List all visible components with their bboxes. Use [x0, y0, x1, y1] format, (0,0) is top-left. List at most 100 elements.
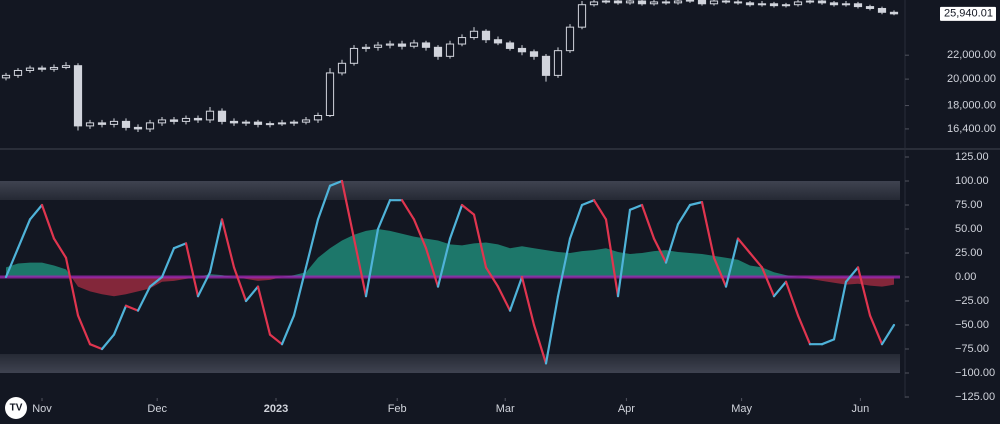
candle-body [25, 67, 35, 71]
oscillator-segment [868, 314, 884, 346]
oscillator-segment [592, 199, 608, 221]
oversold-band [0, 354, 900, 373]
candle-body [817, 0, 827, 4]
candle-body [349, 47, 359, 64]
oscillator-segment [4, 247, 20, 279]
oscillator-segment [256, 285, 272, 336]
oscillator-segment [664, 223, 680, 264]
candle-body [181, 117, 191, 122]
oscillator-segment [172, 242, 188, 250]
x-tick-label: May [731, 403, 752, 415]
candle-body [205, 110, 215, 121]
oscillator-segment [604, 218, 620, 298]
oscillator-segment [88, 343, 104, 351]
oscillator-segment [148, 275, 164, 288]
candle-body [409, 42, 419, 47]
candle-body [385, 43, 395, 46]
x-tick-label: 2023 [264, 403, 288, 415]
candle-body [469, 30, 479, 39]
candle-body [217, 110, 227, 122]
last-price-box [940, 6, 996, 21]
oscillator-segment [376, 199, 392, 231]
candle-body [289, 121, 299, 124]
candle-body [337, 62, 347, 74]
oscillator-segment [796, 314, 812, 346]
candle-body [193, 117, 203, 121]
oscillator-segment [136, 285, 152, 312]
candle-body [781, 4, 791, 7]
candle-body [313, 115, 323, 121]
flow-area-positive [6, 229, 894, 277]
x-tick-label: Mar [496, 403, 515, 415]
candle-body [733, 1, 743, 4]
oscillator-segment [712, 256, 728, 288]
candle-body [721, 0, 731, 3]
candle-body [97, 122, 107, 125]
oscillator-segment [748, 251, 764, 269]
candle-body [649, 1, 659, 5]
oscillator-segment [424, 247, 440, 288]
candle-body [517, 47, 527, 53]
oscillator-segment [28, 203, 44, 221]
candle-body [853, 3, 863, 8]
candle-body [277, 122, 287, 125]
svg-text:TV: TV [10, 403, 23, 414]
last-price-label: 25,940.01 [944, 8, 993, 20]
overbought-band [0, 181, 900, 200]
oscillator-segment [568, 203, 584, 240]
oscillator-segment [520, 275, 536, 327]
candle-body [769, 3, 779, 7]
oscillator-segment [328, 179, 344, 187]
candle-body [829, 2, 839, 6]
oscillator-segment [508, 275, 524, 312]
oscillator-segment [196, 271, 212, 298]
y-tick-label: 18,000.00 [947, 99, 996, 111]
oscillator-segment [784, 280, 800, 317]
oscillator-segment [316, 184, 332, 221]
oscillator-pane [0, 179, 900, 365]
oscillator-segment [280, 314, 296, 346]
oscillator-segment [556, 237, 572, 298]
candle-body [565, 26, 575, 52]
candle-body [85, 122, 95, 127]
x-tick-label: Nov [32, 403, 52, 415]
candle-body [13, 69, 23, 76]
candle-body [673, 0, 683, 4]
candle-body [265, 123, 275, 126]
candle-body [229, 120, 239, 124]
candle-body [577, 4, 587, 28]
candle-body [121, 120, 131, 128]
candle-body [529, 51, 539, 57]
oscillator-segment [484, 266, 500, 288]
y-tick-label: 0.00 [955, 271, 976, 283]
candle-body [493, 39, 503, 44]
oscillator-segment [628, 203, 644, 211]
oscillator-segment [880, 323, 896, 346]
candle-body [601, 0, 611, 3]
oscillator-segment [124, 304, 140, 312]
oscillator-segment [832, 280, 848, 341]
oscillator-segment [436, 237, 452, 288]
oscillator-segment [64, 256, 80, 317]
oscillator-segment [532, 323, 548, 365]
candle-body [757, 3, 767, 6]
y-tick-label: 16,400.00 [947, 123, 996, 135]
candle-body [361, 46, 371, 49]
oscillator-segment [724, 237, 740, 288]
oscillator-segment [364, 227, 380, 298]
oscillator-segment [652, 237, 668, 264]
oscillator-segment [616, 208, 632, 298]
candle-body [145, 122, 155, 130]
oscillator-segment [700, 201, 716, 259]
logo: TV [5, 397, 27, 419]
oscillator-segment [112, 304, 128, 336]
oscillator-segment [232, 266, 248, 303]
candle-body [745, 2, 755, 6]
candle-body [709, 0, 719, 5]
oscillator-segment [544, 295, 560, 365]
candle-body [685, 0, 695, 2]
candle-body [61, 65, 71, 68]
candle-body [805, 0, 815, 3]
candle-body [793, 1, 803, 6]
